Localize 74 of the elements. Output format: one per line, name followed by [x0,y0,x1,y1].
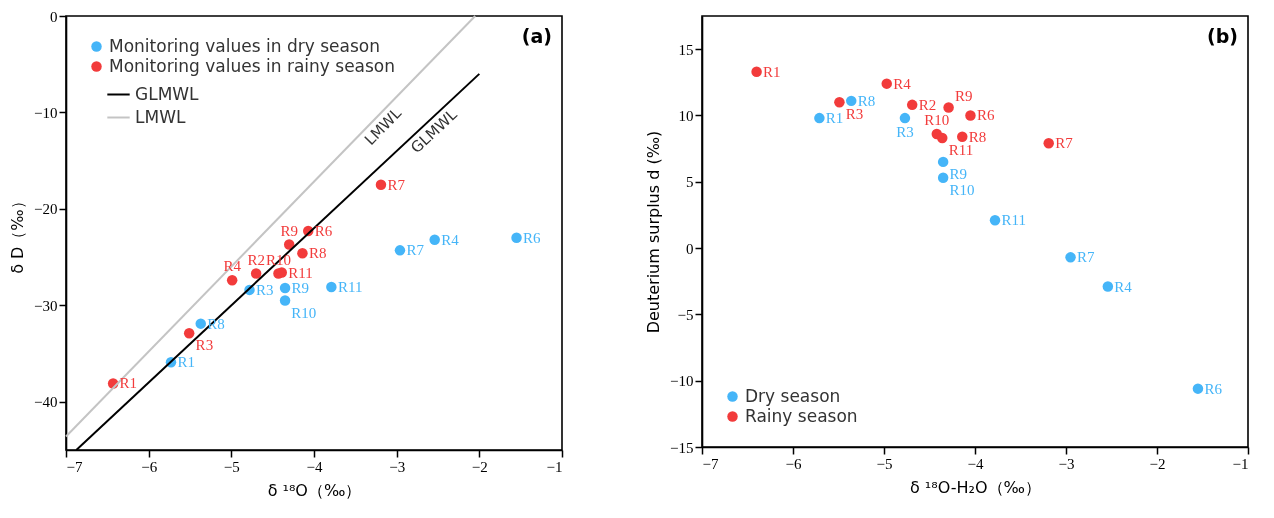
annotation: R7 [1076,249,1095,266]
legend-label: GLMWL [135,83,200,104]
x-tick-label: −1 [1232,455,1249,472]
annotation: R6 [314,223,333,240]
legend-label: Monitoring values in rainy season [109,55,396,76]
x-tick-label: −1 [546,458,563,475]
x-tick-label: −6 [785,455,802,472]
x-tick-label: −5 [223,458,240,475]
annotation: R7 [387,176,406,193]
annotation: R11 [288,264,313,281]
annotation: R10 [924,112,950,129]
y-tick-label: −15 [670,439,694,456]
annotation: R7 [1055,135,1074,152]
y-tick-label: 15 [678,41,694,58]
annotation: R8 [968,128,987,145]
x-tick-label: −4 [306,458,323,475]
x-tick-label: −3 [1058,455,1075,472]
annotation: R3 [896,124,914,141]
annotation: R4 [441,231,460,248]
annotation: R2 [918,96,937,113]
text: (b) [1207,25,1238,47]
annotation: R9 [280,222,298,239]
y-tick-label: 5 [686,174,694,191]
x-tick-label: −4 [967,455,984,472]
annotation: R8 [308,245,327,262]
annotation: R7 [406,242,425,259]
y-tick-label: 10 [678,107,694,124]
annotation: R3 [255,281,274,298]
legend-label: LMWL [135,106,186,127]
y-axis-title: δ D（‰） [8,193,28,274]
annotation: R4 [223,258,242,275]
annotation: R4 [893,75,912,92]
annotation: R8 [857,92,876,109]
annotation: R6 [522,229,541,246]
annotation: R11 [1001,212,1027,229]
x-tick-label: −6 [141,458,158,475]
y-tick-label: 0 [686,240,694,257]
annotation: R10 [291,304,317,321]
legend-label: Dry season [745,385,841,406]
y-tick-label: −10 [34,104,58,121]
x-axis-title: δ ¹⁸O-H₂O（‰） [909,477,1042,497]
annotation: R11 [337,279,363,296]
y-axis-title: Deuterium surplus d (‰) [644,130,664,334]
annotation: R1 [177,354,195,371]
annotation: R11 [948,142,974,159]
y-tick-label: −30 [34,297,58,314]
text: (a) [521,25,552,47]
y-tick-label: −10 [670,373,694,390]
annotation: R4 [1114,278,1133,295]
annotation: R10 [949,181,975,198]
y-tick-label: 0 [50,8,58,25]
x-tick-label: −7 [66,458,83,475]
annotation: R1 [763,63,781,80]
annotation: R3 [845,106,864,123]
annotation: R1 [825,110,844,127]
y-tick-label: −5 [677,306,694,323]
legend-label: Monitoring values in dry season [109,35,380,56]
annotation: R6 [976,107,995,124]
annotation: R2 [247,251,265,268]
annotation: R3 [195,337,214,354]
x-axis-title: δ ¹⁸O（‰） [267,480,362,500]
x-tick-label: −3 [389,458,406,475]
x-tick-label: −2 [1149,455,1166,472]
y-tick-label: −40 [34,394,58,411]
y-tick-label: −20 [34,201,58,218]
annotation: R9 [291,279,310,296]
x-tick-label: −5 [876,455,893,472]
annotation: R1 [119,375,138,392]
annotation: R9 [955,87,973,104]
x-tick-label: −2 [471,458,488,475]
x-tick-label: −7 [702,455,719,472]
legend-label: Rainy season [745,405,858,426]
annotation: R6 [1204,380,1223,397]
annotation: R9 [949,165,968,182]
